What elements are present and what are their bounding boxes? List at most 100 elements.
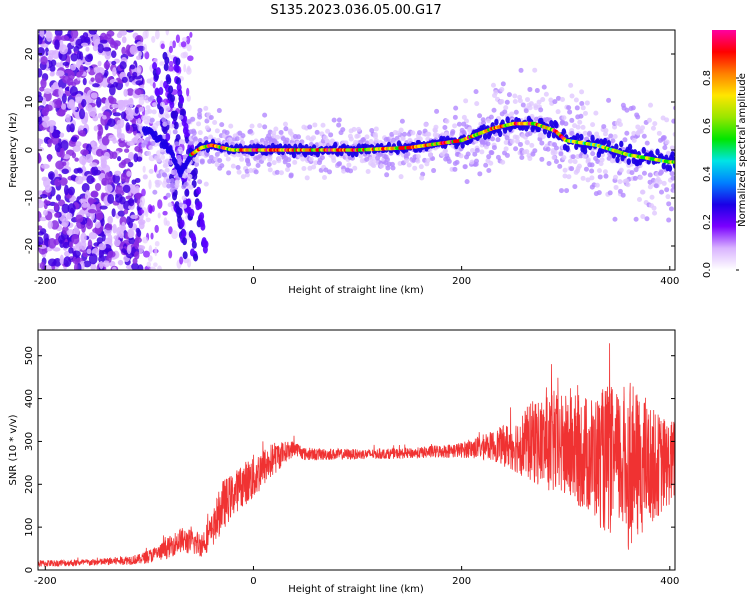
spectrogram-halo-mark [192,136,198,142]
spectrogram-noise-mark [126,113,134,121]
spectrogram-noise-mark [120,133,125,141]
spectrogram-halo-mark [477,113,483,119]
spectrogram-halo-mark [566,105,572,111]
spectrogram-halo-mark [573,169,579,175]
spectrogram-noise-mark [101,135,110,146]
spectrogram-noise-mark [157,199,163,209]
spectrogram-noise-mark [186,94,191,102]
spectrogram-noise-mark [168,226,173,235]
spectrogram-halo-mark [275,134,281,140]
spectrogram-noise-mark [125,106,132,116]
spectrogram-halo-mark [564,188,570,194]
spectrogram-halo-mark [341,168,347,174]
spectrogram-noise-mark [112,67,117,77]
spectrogram-halo-mark [480,117,486,123]
spectrogram-noise-mark [108,150,114,159]
spectrogram-halo-mark [180,139,186,145]
spectrogram-halo-mark [504,135,510,141]
colorbar-tick-label: 0.0 [702,262,713,278]
spectrogram-noise-mark [142,236,149,244]
spectrogram-streak-mark [193,253,199,262]
spectrogram-halo-mark [149,117,155,123]
spectrogram-noise-mark [111,208,116,218]
spectrogram-halo-mark [613,174,619,180]
spectrogram-noise-mark [85,54,93,63]
spectrogram-noise-mark [160,154,166,160]
spectrogram-noise-mark [130,214,138,219]
spectrogram-noise-mark [111,103,120,109]
spectrogram-halo-mark [534,87,540,93]
spectrogram-halo-mark [558,151,564,157]
spectrogram-noise-mark [85,152,92,163]
spectrogram-halo-mark [415,154,421,160]
spectrogram-noise-mark [107,118,116,127]
spectrogram-noise-mark [112,81,118,88]
spectrogram-streak-mark [195,186,201,195]
spectrogram-noise-mark [119,196,126,205]
spectrogram-noise-mark [47,220,53,229]
spectrogram-halo-mark [467,126,473,132]
spectrogram-noise-mark [175,34,181,44]
colorbar-label: Normalized spectral amplitude [737,73,748,227]
spectrogram-noise-mark [144,51,150,60]
spectrogram-halo-mark [169,123,175,129]
spectrogram-halo-mark [369,128,375,134]
spectrogram-noise-mark [83,36,91,43]
spectrogram-noise-mark [85,46,90,52]
spectrogram-halo-mark [228,123,234,129]
spectrogram-halo-mark [234,136,240,142]
spectrogram-noise-mark [134,185,140,194]
spectrogram-halo-mark [300,156,306,162]
y-tick-label: -10 [24,190,35,206]
spectrogram-noise-mark [75,38,84,50]
spectrogram-halo-mark [644,140,650,146]
spectrogram-halo-mark [146,150,152,156]
spectrogram-noise-mark [38,244,47,249]
spectrogram-noise-mark [168,60,174,67]
spectrogram-noise-mark [111,60,117,66]
spectrogram-noise-mark [86,218,92,227]
spectrogram-noise-mark [48,238,57,249]
spectrogram-halo-mark [406,162,412,168]
spectrogram-halo-mark [656,130,662,136]
spectrogram-noise-mark [162,210,168,216]
spectrogram-halo-mark [580,175,586,181]
spectrogram-halo-mark [640,189,646,195]
spectrogram-halo-mark [340,127,346,133]
spectrogram-noise-mark [54,202,59,211]
spectrogram-halo-mark [296,134,302,140]
spectrogram-halo-mark [624,130,630,136]
spectrogram-noise-mark [153,262,158,267]
spectrogram-halo-mark [213,156,219,162]
spectrogram-x-label: Height of straight line (km) [288,285,424,296]
spectrogram-halo-mark [191,130,197,136]
spectrogram-halo-mark [560,96,566,102]
spectrogram-halo-mark [632,175,638,181]
spectrogram-halo-mark [589,162,595,168]
spectrogram-noise-mark [107,233,113,244]
colorbar-tick-label: 0.6 [702,118,713,134]
x-tick-label: -200 [34,576,57,587]
spectrogram-halo-mark [631,137,637,143]
spectrogram-halo-mark [509,111,515,117]
spectrogram-streak-mark [192,167,198,176]
spectrogram-halo-mark [469,159,475,165]
spectrogram-halo-mark [569,117,575,123]
spectrogram-ridge-mark [482,133,488,140]
spectrogram-halo-mark [395,130,401,136]
spectrogram-halo-mark [525,97,531,103]
spectrogram-noise-mark [75,141,82,147]
spectrogram-streak-mark [186,198,192,207]
spectrogram-noise-mark [73,262,79,270]
spectrogram-halo-mark [373,126,379,132]
spectrogram-y-label: Frequency (Hz) [8,112,19,188]
spectrogram-halo-mark [145,105,151,111]
spectrogram-noise-mark [70,53,78,62]
spectrogram-streak-mark [173,110,179,119]
spectrogram-halo-mark [648,102,654,108]
spectrogram-halo-mark [450,129,456,135]
x-tick-label: 0 [250,276,256,287]
spectrogram-halo-mark [463,98,469,104]
spectrogram-noise-mark [112,137,117,144]
spectrogram-halo-mark [524,139,530,145]
